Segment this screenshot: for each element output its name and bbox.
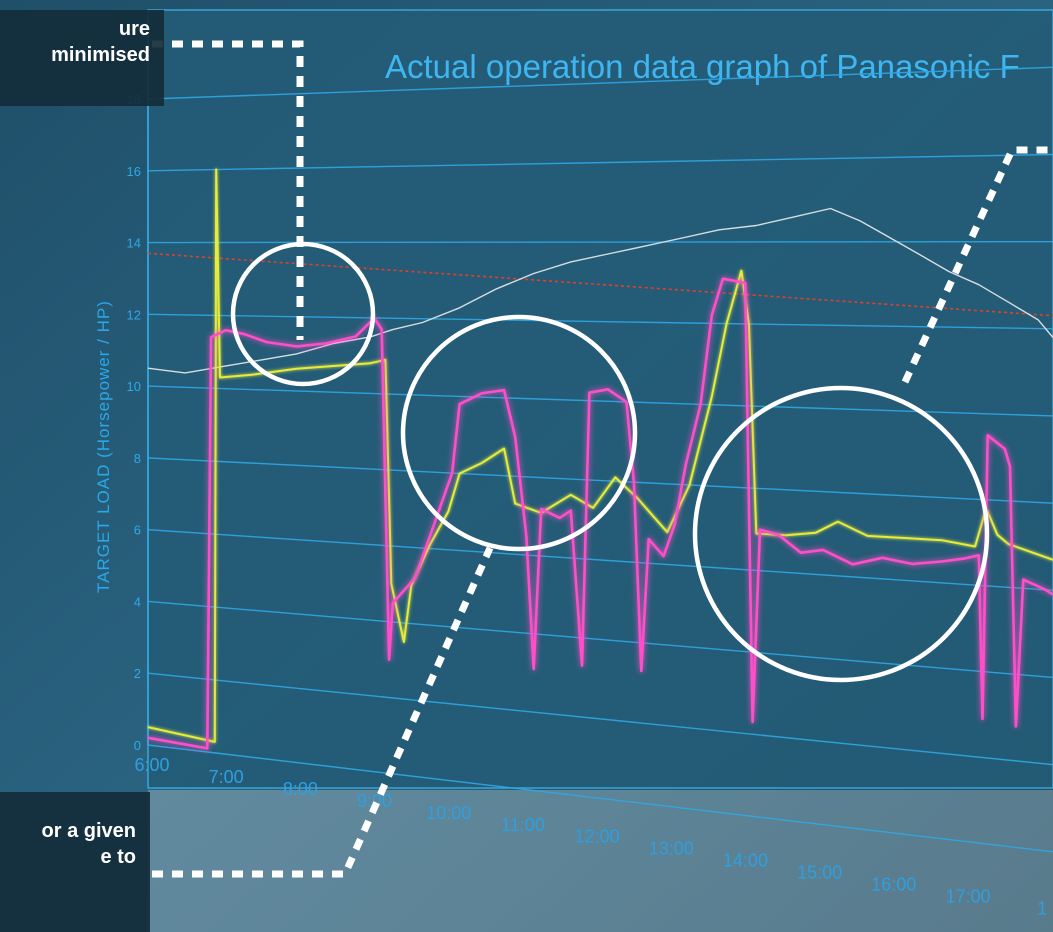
highlight-circle — [400, 314, 638, 552]
x-tick-label: 17:00 — [945, 886, 990, 906]
callout-bottom: or a given e to — [0, 792, 150, 932]
grid-line — [147, 153, 1053, 172]
y-tick-label: 14 — [127, 236, 141, 251]
x-tick-label: 10:00 — [426, 803, 471, 823]
y-tick-label: 12 — [127, 307, 141, 322]
callout-connector — [152, 546, 494, 878]
x-tick-label: 16:00 — [871, 875, 916, 895]
plot-frame — [147, 9, 1053, 789]
grid-lines — [147, 66, 1053, 853]
y-tick-label: 6 — [134, 523, 141, 538]
grid-line — [147, 672, 1053, 766]
y-tick-label: 8 — [134, 451, 141, 466]
grid-line — [147, 457, 1053, 504]
y-tick-label: 0 — [134, 738, 141, 753]
x-tick-label: 15:00 — [797, 863, 842, 883]
x-tick-label: 9:00 — [357, 791, 392, 811]
y-tick-label: 16 — [127, 164, 141, 179]
callout-bottom-line-1: or a given — [41, 820, 136, 842]
x-tick-label: 1 — [1037, 898, 1047, 918]
x-tick-label: 8:00 — [283, 779, 318, 799]
x-tick-labels: 6:00 7:00 8:00 9:00 10:00 11:00 12:00 13:00 14:0… — [134, 755, 1047, 918]
callout-connector — [152, 40, 304, 340]
y-tick-label: 4 — [134, 594, 141, 609]
x-tick-label: 14:00 — [723, 851, 768, 871]
x-tick-label: 11:00 — [501, 815, 545, 835]
reflection-band — [148, 790, 1053, 932]
target-series-line — [147, 168, 1053, 743]
callout-bottom-line-2: e to — [100, 846, 136, 868]
callout-top: ure minimised — [0, 10, 164, 106]
y-axis-label: TARGET LOAD (Horsepower / HP) — [94, 300, 113, 593]
grid-line — [147, 66, 1053, 100]
y-tick-label: 10 — [127, 379, 141, 394]
highlight-circle — [692, 385, 990, 683]
highlight-circles — [230, 241, 990, 683]
y-tick-label: 2 — [134, 666, 141, 681]
grid-line — [147, 385, 1053, 417]
grid-line — [147, 240, 1053, 244]
chart-title: Actual operation data graph of Panasonic… — [385, 48, 1020, 85]
callout-top-line-2: minimised — [51, 44, 150, 66]
callout-connectors — [152, 40, 1053, 878]
x-tick-label: 6:00 — [134, 755, 169, 775]
indoor-series-line — [147, 277, 1053, 750]
grid-line — [147, 744, 1053, 853]
x-tick-label: 12:00 — [575, 827, 620, 847]
x-tick-label: 7:00 — [209, 767, 244, 787]
callout-top-line-1: ure — [118, 18, 150, 40]
x-tick-label: 13:00 — [649, 839, 694, 859]
callout-connector — [901, 146, 1053, 384]
grid-line — [147, 528, 1053, 592]
outdoor-series-line — [147, 207, 1053, 374]
